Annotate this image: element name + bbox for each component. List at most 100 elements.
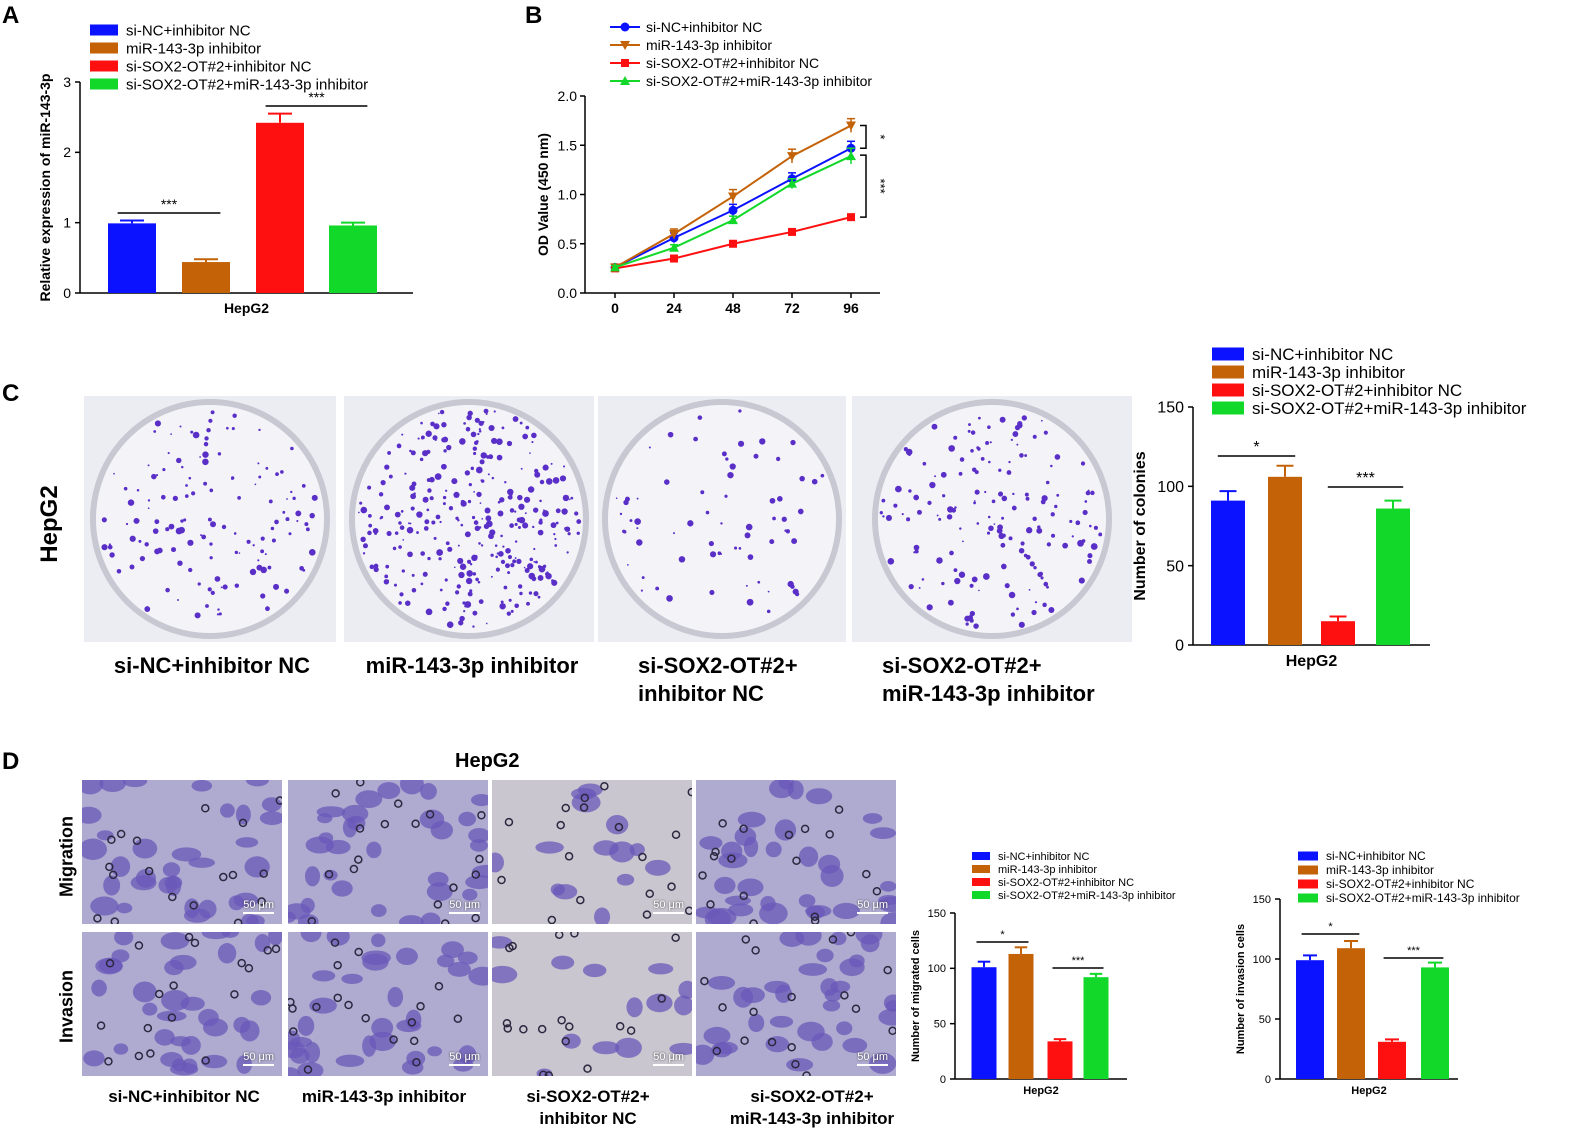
- cell: [724, 895, 751, 906]
- colony-dot: [1025, 496, 1030, 501]
- membrane-pore: [167, 1013, 177, 1022]
- colony-dot: [971, 577, 977, 582]
- colony-dot: [518, 503, 525, 510]
- legend-label-3: si-SOX2-OT#2+inhibitor NC: [998, 877, 1134, 889]
- colony-dot: [708, 540, 714, 547]
- colony-dot: [747, 554, 754, 560]
- colony-dot: [1087, 558, 1092, 564]
- colony-dot: [998, 491, 1004, 497]
- colony-dot: [921, 578, 925, 581]
- cell: [669, 1042, 692, 1055]
- membrane-pore: [739, 891, 748, 901]
- colony-dot: [483, 523, 490, 530]
- cell: [678, 980, 692, 999]
- colony-dot: [949, 550, 954, 556]
- colony-dot: [367, 485, 372, 490]
- colony-dot: [446, 444, 452, 451]
- colony-dot: [384, 505, 387, 509]
- colony-dot: [407, 551, 413, 558]
- colony-dot: [574, 511, 579, 516]
- colony-dot: [629, 519, 633, 523]
- data-point: [846, 121, 856, 131]
- cell: [289, 1036, 313, 1048]
- colony-dot: [192, 431, 200, 439]
- cell: [188, 857, 216, 868]
- cell: [492, 852, 505, 873]
- cell: [114, 932, 134, 946]
- colony-dot: [445, 541, 450, 546]
- colony-dot: [409, 449, 412, 453]
- colony-dot: [136, 489, 140, 492]
- colony-dot: [936, 557, 943, 564]
- colony-dot: [485, 413, 488, 416]
- colony-dot: [162, 468, 166, 472]
- cell: [355, 790, 383, 809]
- cell: [171, 847, 202, 862]
- cell: [83, 1050, 105, 1067]
- membrane-pore: [354, 855, 363, 864]
- colony-dot: [619, 512, 623, 516]
- colony-dot: [170, 433, 172, 435]
- membrane-pore: [275, 796, 282, 805]
- colony-dot: [427, 556, 431, 561]
- membrane-pore: [184, 932, 194, 942]
- colony-dot: [953, 435, 958, 440]
- cell: [110, 856, 131, 877]
- membrane-pore: [333, 960, 342, 970]
- colony-dot: [204, 436, 209, 441]
- colony-dot: [507, 571, 511, 575]
- colony-dot: [542, 464, 549, 471]
- membrane-pore: [110, 917, 120, 924]
- membrane-pore: [244, 963, 254, 973]
- colony-dot: [523, 566, 526, 569]
- colony-dot: [914, 549, 919, 554]
- cell: [91, 979, 107, 997]
- colony-dot: [457, 518, 460, 522]
- membrane-pore: [727, 854, 736, 863]
- colony-dot: [138, 539, 142, 543]
- colony-dot: [533, 547, 536, 551]
- colony-dot: [697, 415, 703, 420]
- cell: [164, 875, 183, 890]
- membrane-pore: [810, 916, 820, 924]
- cell: [160, 1052, 183, 1068]
- membrane-pore: [787, 1043, 796, 1052]
- legend-swatch-4: [972, 891, 990, 899]
- membrane-pore: [134, 941, 144, 950]
- bar-2: [1008, 953, 1034, 1079]
- colony-dot: [442, 502, 446, 506]
- colony-dot: [996, 527, 1003, 534]
- colony-dot: [893, 503, 898, 508]
- colony-dot: [429, 476, 435, 483]
- colony-dot: [367, 530, 372, 536]
- colony-dot: [537, 575, 544, 581]
- legend-swatch-1: [972, 852, 990, 860]
- colony-dot: [1037, 525, 1041, 529]
- colony-dot: [187, 539, 194, 546]
- colony-dot: [667, 431, 674, 438]
- panel-d-title: HepG2: [455, 750, 520, 772]
- colony-dot: [727, 471, 734, 479]
- colony-dot: [439, 409, 445, 415]
- colony-dot: [525, 425, 530, 430]
- cell: [427, 871, 449, 887]
- colony-dot: [477, 432, 480, 436]
- y-tick-label: 0: [1265, 1074, 1271, 1086]
- membrane-pore: [219, 872, 228, 882]
- legend-swatch-2: [90, 42, 118, 54]
- colony-dot: [913, 551, 916, 554]
- colony-dot: [745, 523, 753, 531]
- membrane-pore: [263, 946, 272, 955]
- colony-dot: [454, 590, 460, 595]
- cell: [551, 955, 575, 970]
- colony-dot: [210, 410, 215, 415]
- colony-dot: [977, 416, 981, 420]
- colony-dot: [423, 526, 429, 531]
- significance-label: ***: [873, 179, 888, 194]
- colony-dot: [700, 490, 705, 495]
- colony-dot: [636, 539, 643, 546]
- cell: [331, 880, 353, 897]
- colony-dot: [478, 428, 481, 431]
- scale-bar-line: [449, 1064, 480, 1066]
- colony-dot: [420, 582, 424, 586]
